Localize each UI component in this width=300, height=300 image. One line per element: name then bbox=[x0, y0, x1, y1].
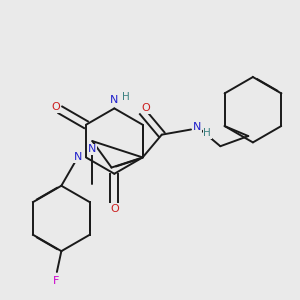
Text: N: N bbox=[110, 95, 118, 105]
Text: N: N bbox=[88, 144, 97, 154]
Text: H: H bbox=[122, 92, 130, 102]
Text: O: O bbox=[51, 102, 60, 112]
Text: O: O bbox=[142, 103, 151, 113]
Text: N: N bbox=[74, 152, 82, 162]
Text: F: F bbox=[53, 276, 59, 286]
Text: N: N bbox=[194, 122, 202, 132]
Text: O: O bbox=[110, 204, 119, 214]
Text: H: H bbox=[203, 128, 211, 138]
